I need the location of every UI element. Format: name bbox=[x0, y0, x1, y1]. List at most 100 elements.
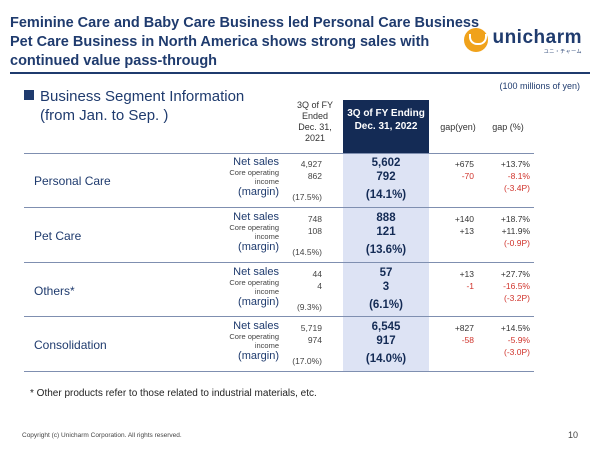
footnote: * Other products refer to those related … bbox=[30, 388, 317, 399]
segment-row: Consolidation Net sales Core operating i… bbox=[24, 318, 534, 372]
net-sales-label: Net sales bbox=[233, 156, 279, 168]
row-labels: Net sales Core operating income (margin) bbox=[174, 320, 279, 362]
core-op-label: Core operating bbox=[229, 278, 279, 287]
prev-net-sales: 748 bbox=[307, 214, 322, 224]
curr-core-op: 121 bbox=[376, 226, 396, 238]
title-line: Pet Care Business in North America shows… bbox=[10, 34, 430, 50]
header-divider bbox=[10, 72, 590, 74]
gap-yen-net: +140 bbox=[454, 214, 474, 224]
copyright: Copyright (c) Unicharm Corporation. All … bbox=[22, 432, 182, 439]
curr-values: 5,602 792 (14.1%) bbox=[343, 156, 429, 202]
net-sales-label: Net sales bbox=[233, 211, 279, 223]
gap-pct-net: +27.7% bbox=[500, 269, 530, 279]
prev-core-op: 974 bbox=[307, 335, 322, 345]
margin-label: (margin) bbox=[238, 186, 279, 198]
prev-core-op: 108 bbox=[307, 226, 322, 236]
logo-word: unicharm bbox=[492, 27, 582, 48]
margin-label: (margin) bbox=[238, 296, 279, 308]
segment-name: Personal Care bbox=[34, 174, 111, 188]
curr-values: 888 121 (13.6%) bbox=[343, 211, 429, 257]
prev-margin: (9.3%) bbox=[296, 302, 322, 312]
gap-pct-net: +14.5% bbox=[500, 323, 530, 333]
prev-net-sales: 4,927 bbox=[300, 159, 322, 169]
section-subtitle: (from Jan. to Sep. ) bbox=[40, 107, 169, 124]
logo-subtext: ユニ・チャーム bbox=[543, 49, 582, 55]
core-op-label: income bbox=[254, 287, 279, 296]
prev-values: 4,927 862 (17.5%) bbox=[284, 156, 322, 204]
table-rule bbox=[24, 262, 534, 263]
gap-yen-values: +827 -58 bbox=[434, 320, 474, 346]
unit-note: (100 millions of yen) bbox=[499, 81, 580, 91]
title-line: continued value pass-through bbox=[10, 53, 218, 69]
gap-pct-op: -5.9% bbox=[507, 335, 530, 345]
gap-yen-op: -1 bbox=[466, 281, 474, 291]
gap-yen-values: +140 +13 bbox=[434, 211, 474, 237]
segment-row: Pet Care Net sales Core operating income… bbox=[24, 209, 534, 263]
column-header-prev-year: 3Q of FY Ended Dec. 31, 2021 bbox=[296, 100, 333, 143]
title-line: Feminine Care and Baby Care Business led… bbox=[10, 15, 480, 31]
row-labels: Net sales Core operating income (margin) bbox=[174, 211, 279, 253]
section-title: Business Segment Information (from Jan. … bbox=[24, 87, 244, 125]
square-bullet-icon bbox=[24, 90, 34, 100]
gap-pct-op: +11.9% bbox=[501, 226, 530, 236]
curr-core-op: 3 bbox=[382, 281, 390, 293]
gap-pct-values: +13.7% -8.1% (-3.4P) bbox=[484, 156, 530, 194]
page-number: 10 bbox=[567, 430, 578, 440]
prev-margin: (14.5%) bbox=[292, 247, 322, 257]
core-op-label: income bbox=[254, 177, 279, 186]
prev-values: 44 4 (9.3%) bbox=[284, 266, 322, 314]
gap-pct-values: +27.7% -16.5% (-3.2P) bbox=[484, 266, 530, 304]
gap-yen-values: +675 -70 bbox=[434, 156, 474, 182]
prev-core-op: 862 bbox=[307, 171, 322, 181]
gap-yen-net: +13 bbox=[459, 269, 474, 279]
curr-margin: (13.6%) bbox=[365, 244, 407, 256]
gap-yen-op: -58 bbox=[461, 335, 474, 345]
prev-margin: (17.5%) bbox=[292, 192, 322, 202]
core-op-label: income bbox=[254, 232, 279, 241]
prev-values: 5,719 974 (17.0%) bbox=[284, 320, 322, 368]
curr-values: 6,545 917 (14.0%) bbox=[343, 320, 429, 366]
curr-core-op: 792 bbox=[376, 171, 396, 183]
column-header-gap-pct: gap (%) bbox=[492, 122, 524, 132]
net-sales-label: Net sales bbox=[233, 320, 279, 332]
core-op-label: income bbox=[254, 341, 279, 350]
curr-net-sales: 6,545 bbox=[371, 321, 401, 333]
table-rule bbox=[24, 371, 534, 372]
gap-pct-margin: (-3.0P) bbox=[504, 347, 530, 357]
core-op-label: Core operating bbox=[229, 168, 279, 177]
row-labels: Net sales Core operating income (margin) bbox=[174, 156, 279, 198]
slide-header: Feminine Care and Baby Care Business led… bbox=[0, 0, 600, 74]
gap-pct-values: +14.5% -5.9% (-3.0P) bbox=[484, 320, 530, 358]
prev-net-sales: 44 bbox=[312, 269, 322, 279]
column-header-gap-yen: gap(yen) bbox=[440, 122, 476, 132]
segment-row: Others* Net sales Core operating income … bbox=[24, 264, 534, 318]
curr-margin: (14.0%) bbox=[365, 353, 407, 365]
gap-pct-net: +18.7% bbox=[500, 214, 530, 224]
core-op-label: Core operating bbox=[229, 332, 279, 341]
logo-mark-icon bbox=[464, 28, 489, 52]
prev-net-sales: 5,719 bbox=[300, 323, 322, 333]
gap-pct-margin: (-3.4P) bbox=[504, 183, 530, 193]
table-rule bbox=[24, 207, 534, 208]
curr-values: 57 3 (6.1%) bbox=[343, 266, 429, 312]
gap-pct-op: -16.5% bbox=[503, 281, 530, 291]
curr-net-sales: 5,602 bbox=[371, 157, 401, 169]
curr-net-sales: 57 bbox=[379, 267, 393, 279]
gap-yen-op: +13 bbox=[459, 226, 474, 236]
net-sales-label: Net sales bbox=[233, 266, 279, 278]
section-heading: Business Segment Information bbox=[40, 88, 245, 105]
gap-pct-margin: (-3.2P) bbox=[504, 293, 530, 303]
curr-margin: (14.1%) bbox=[365, 189, 407, 201]
segment-name: Others* bbox=[34, 284, 75, 298]
margin-label: (margin) bbox=[238, 350, 279, 362]
curr-margin: (6.1%) bbox=[369, 299, 403, 311]
gap-yen-net: +675 bbox=[454, 159, 474, 169]
gap-pct-op: -8.1% bbox=[507, 171, 530, 181]
segment-name: Pet Care bbox=[34, 229, 82, 243]
segment-name: Consolidation bbox=[34, 338, 107, 352]
table-rule bbox=[24, 153, 534, 154]
row-labels: Net sales Core operating income (margin) bbox=[174, 266, 279, 308]
table-rule bbox=[24, 316, 534, 317]
slide-title: Feminine Care and Baby Care Business led… bbox=[10, 14, 480, 71]
segment-row: Personal Care Net sales Core operating i… bbox=[24, 154, 534, 208]
